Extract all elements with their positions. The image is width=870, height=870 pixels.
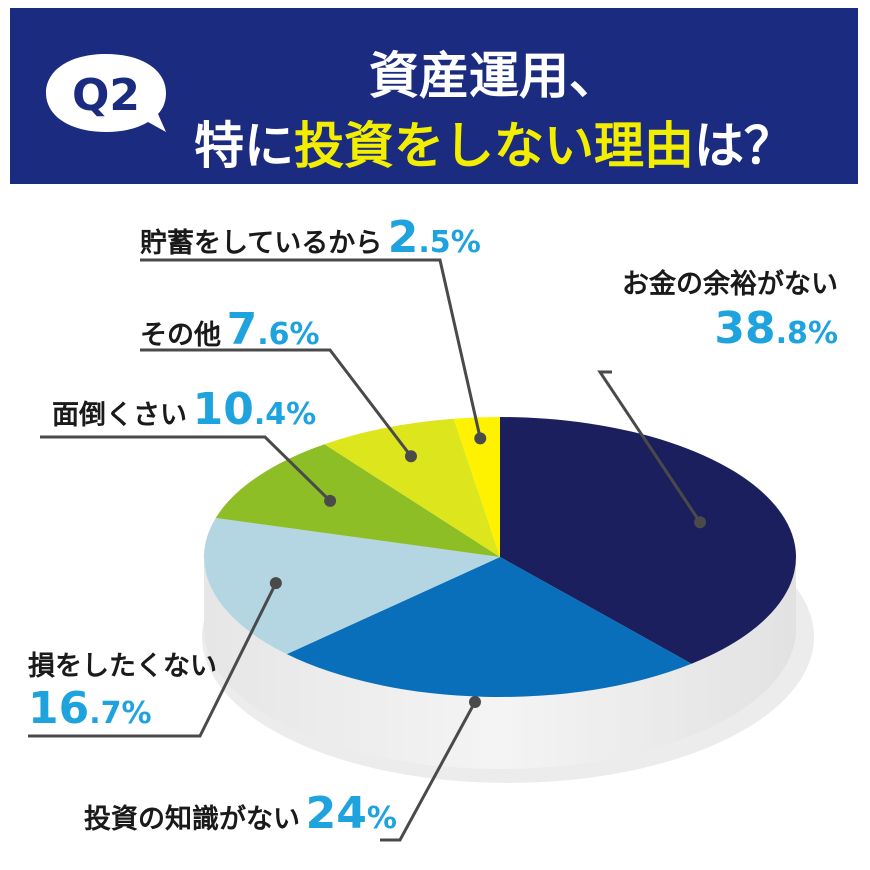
label-percent: 24% (305, 788, 397, 839)
label-text: 貯蓄をしているから (140, 228, 383, 259)
leader-dot-1 (469, 696, 481, 708)
title-line-2: 特に投資をしない理由は？ (10, 106, 858, 178)
title-post: は？ (694, 117, 794, 175)
title-banner: Q2 資産運用、 特に投資をしない理由は？ (10, 8, 858, 184)
q2-speech-bubble: Q2 (46, 54, 166, 132)
leader-dot-3 (324, 494, 337, 507)
title-line-1: 資産運用、 (369, 47, 619, 105)
leader-line-3 (40, 435, 332, 502)
title-pre: 特に (194, 117, 294, 175)
leader-line-5 (140, 258, 482, 439)
label-percent: 7.6% (226, 304, 320, 355)
leader-dot-0 (694, 516, 707, 529)
label-text: お金の余裕がない (622, 269, 838, 300)
leader-line-0 (597, 370, 702, 524)
leader-dot-2 (269, 577, 282, 590)
label-percent: 10.4% (192, 384, 317, 435)
label-percent: 16.7% (28, 683, 152, 734)
pie-slice-1 (286, 557, 692, 697)
leader-dot-4 (404, 450, 417, 463)
pie-slice-3 (215, 444, 501, 557)
leader-line-2 (28, 582, 278, 738)
q2-badge-text: Q2 (72, 70, 140, 121)
pie-slice-4 (324, 418, 500, 557)
leader-line-4 (140, 348, 413, 458)
label-no-money: お金の余裕がない 38.8% (622, 262, 838, 354)
leader-lines (28, 258, 707, 842)
label-percent: 2.5% (387, 212, 481, 263)
label-text: その他 (140, 320, 221, 351)
label-percent: 38.8% (714, 303, 838, 354)
title-highlight: 投資をしない理由 (294, 117, 694, 175)
label-saving: 貯蓄をしているから 2.5% (140, 212, 481, 263)
label-no-loss: 損をしたくない 16.7% (28, 644, 217, 734)
label-bothersome: 面倒くさい 10.4% (52, 384, 316, 435)
label-text: 投資の知識がない (84, 804, 300, 835)
label-no-knowledge: 投資の知識がない 24% (84, 788, 397, 839)
label-other: その他 7.6% (140, 304, 320, 355)
pie-slice-2 (204, 517, 500, 655)
pie-side-wall (204, 557, 796, 769)
leader-dot-5 (474, 432, 487, 445)
pie-slice-5 (453, 417, 500, 557)
pie-slice-0 (500, 417, 796, 664)
label-text: 損をしたくない (28, 651, 217, 682)
pie-slices (204, 417, 796, 697)
label-text: 面倒くさい (52, 400, 187, 431)
leader-line-1 (380, 701, 477, 842)
